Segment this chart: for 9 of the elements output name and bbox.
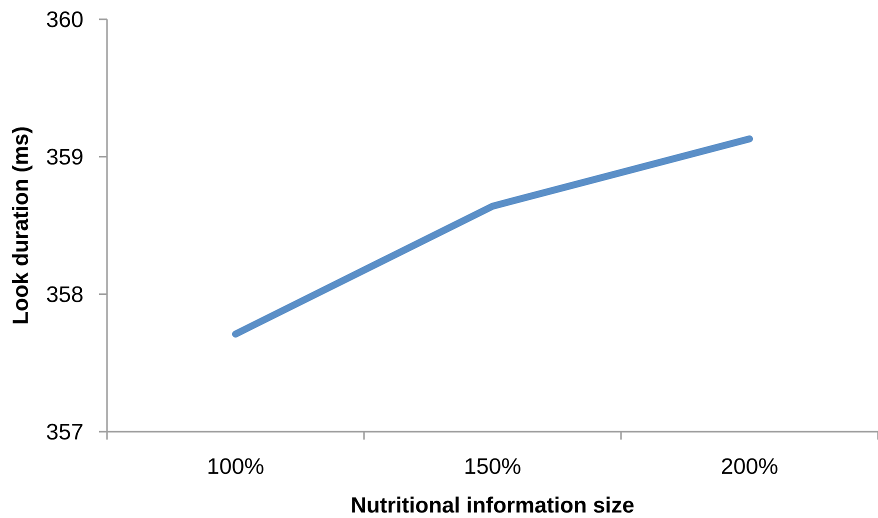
x-axis-title: Nutritional information size: [352, 496, 634, 513]
y-tick-label: 357: [46, 424, 82, 440]
y-tick-label: 360: [46, 11, 83, 28]
y-tick-label: 359: [46, 148, 82, 165]
x-tick-label: 200%: [722, 458, 778, 474]
x-tick-label: 150%: [466, 458, 520, 474]
x-tick-label: 100%: [208, 458, 264, 474]
y-axis-title: Look duration (ms): [12, 127, 32, 324]
y-tick-label: 358: [46, 286, 83, 302]
